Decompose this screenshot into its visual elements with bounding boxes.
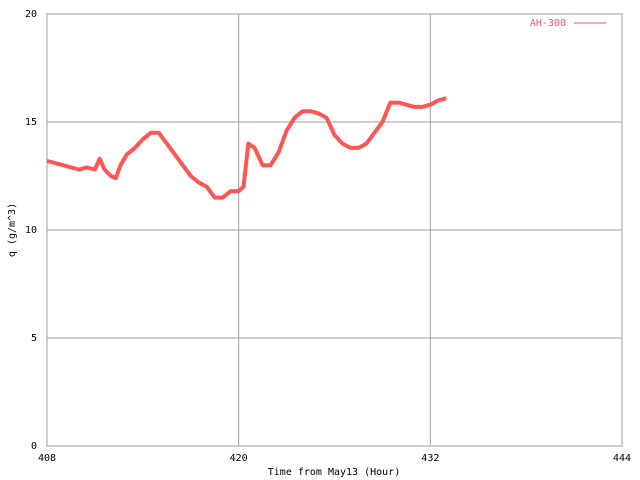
legend-label: AH-300: [530, 18, 566, 29]
y-axis-label: q (g/m^3): [7, 203, 18, 257]
x-tick-label: 432: [421, 453, 439, 464]
x-tick-label: 420: [230, 453, 248, 464]
y-tick-label: 5: [31, 333, 37, 344]
x-axis-label: Time from May13 (Hour): [268, 467, 400, 478]
y-tick-label: 15: [25, 117, 37, 128]
x-tick-label: 444: [613, 453, 631, 464]
y-tick-label: 20: [25, 9, 37, 20]
x-tick-label: 408: [38, 453, 56, 464]
data-line: [46, 96, 447, 200]
y-tick-label: 10: [25, 225, 37, 236]
y-tick-label: 0: [31, 441, 37, 452]
